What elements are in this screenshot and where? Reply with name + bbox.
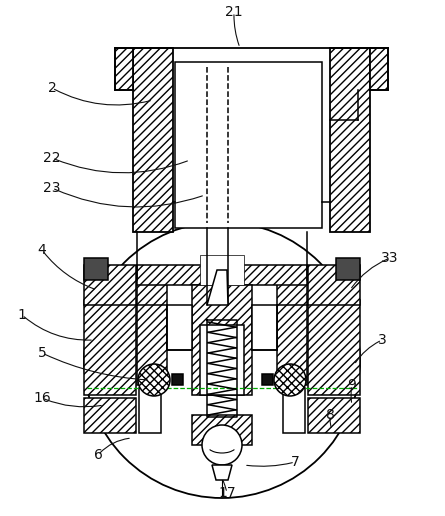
Circle shape [84, 222, 360, 498]
Text: 9: 9 [348, 378, 356, 392]
Bar [172, 374, 183, 385]
Bar [115, 48, 133, 90]
Bar [308, 300, 360, 395]
Bar [192, 285, 252, 395]
Bar [84, 265, 136, 305]
Polygon shape [212, 465, 232, 480]
Bar [330, 48, 370, 232]
Bar [133, 48, 173, 232]
Bar [137, 280, 167, 385]
Bar [370, 48, 388, 90]
Bar [200, 255, 244, 285]
Bar [283, 388, 305, 433]
Bar [175, 62, 322, 228]
Bar [84, 258, 108, 280]
Text: 4: 4 [38, 243, 46, 257]
Circle shape [274, 364, 306, 396]
Bar [252, 305, 277, 350]
Bar [84, 398, 136, 433]
Polygon shape [207, 270, 228, 305]
Text: 1: 1 [17, 308, 26, 322]
Bar [262, 374, 273, 385]
Bar [137, 265, 307, 285]
Text: 21: 21 [225, 5, 243, 19]
Circle shape [202, 425, 242, 465]
Text: 17: 17 [218, 486, 236, 500]
Text: 23: 23 [43, 181, 61, 195]
Text: 6: 6 [93, 448, 102, 462]
Bar [139, 388, 161, 433]
Text: 16: 16 [33, 391, 51, 405]
Text: 33: 33 [381, 251, 399, 265]
Text: 5: 5 [38, 346, 46, 360]
Bar [336, 258, 360, 280]
Bar [308, 398, 360, 433]
Bar [200, 325, 244, 395]
Bar [84, 300, 136, 395]
Text: 3: 3 [378, 333, 386, 347]
Bar [308, 265, 360, 305]
Text: 22: 22 [43, 151, 61, 165]
Text: 7: 7 [291, 455, 299, 469]
Text: 2: 2 [48, 81, 57, 95]
Bar [192, 415, 252, 445]
Text: 8: 8 [326, 408, 335, 422]
Bar [204, 440, 240, 450]
Bar [167, 305, 192, 350]
Circle shape [138, 364, 170, 396]
Bar [277, 280, 307, 385]
